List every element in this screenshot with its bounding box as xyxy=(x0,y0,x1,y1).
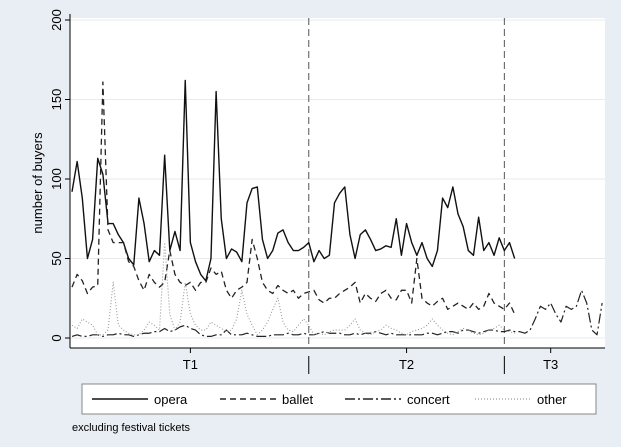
y-axis: 0 50 100 150 200 xyxy=(49,9,71,348)
x-tick-label: T1 xyxy=(183,357,198,372)
series-line-concert xyxy=(71,289,603,338)
plot-area xyxy=(70,18,605,348)
y-tick-label: 150 xyxy=(49,89,64,111)
y-tick-label: 50 xyxy=(49,251,64,265)
series-line-ballet xyxy=(71,81,516,315)
legend: opera ballet concert other xyxy=(92,392,567,407)
x-tick-label: T2 xyxy=(399,357,414,372)
y-tick-label: 100 xyxy=(49,168,64,190)
legend-label-opera: opera xyxy=(154,392,188,407)
series-line-opera xyxy=(71,79,516,282)
series-lines xyxy=(71,79,603,338)
period-dividers xyxy=(308,18,505,348)
grid-lines xyxy=(70,19,605,339)
y-tick-label: 200 xyxy=(49,9,64,31)
y-tick-label: 0 xyxy=(49,334,64,341)
legend-label-concert: concert xyxy=(407,392,450,407)
legend-label-other: other xyxy=(537,392,567,407)
x-tick-label: T3 xyxy=(543,357,558,372)
legend-label-ballet: ballet xyxy=(282,392,313,407)
legend-box xyxy=(81,383,597,415)
x-axis: T1 T2 T3 xyxy=(70,347,605,374)
y-axis-title: number of buyers xyxy=(30,132,45,234)
footnote: excluding festival tickets xyxy=(72,422,190,434)
